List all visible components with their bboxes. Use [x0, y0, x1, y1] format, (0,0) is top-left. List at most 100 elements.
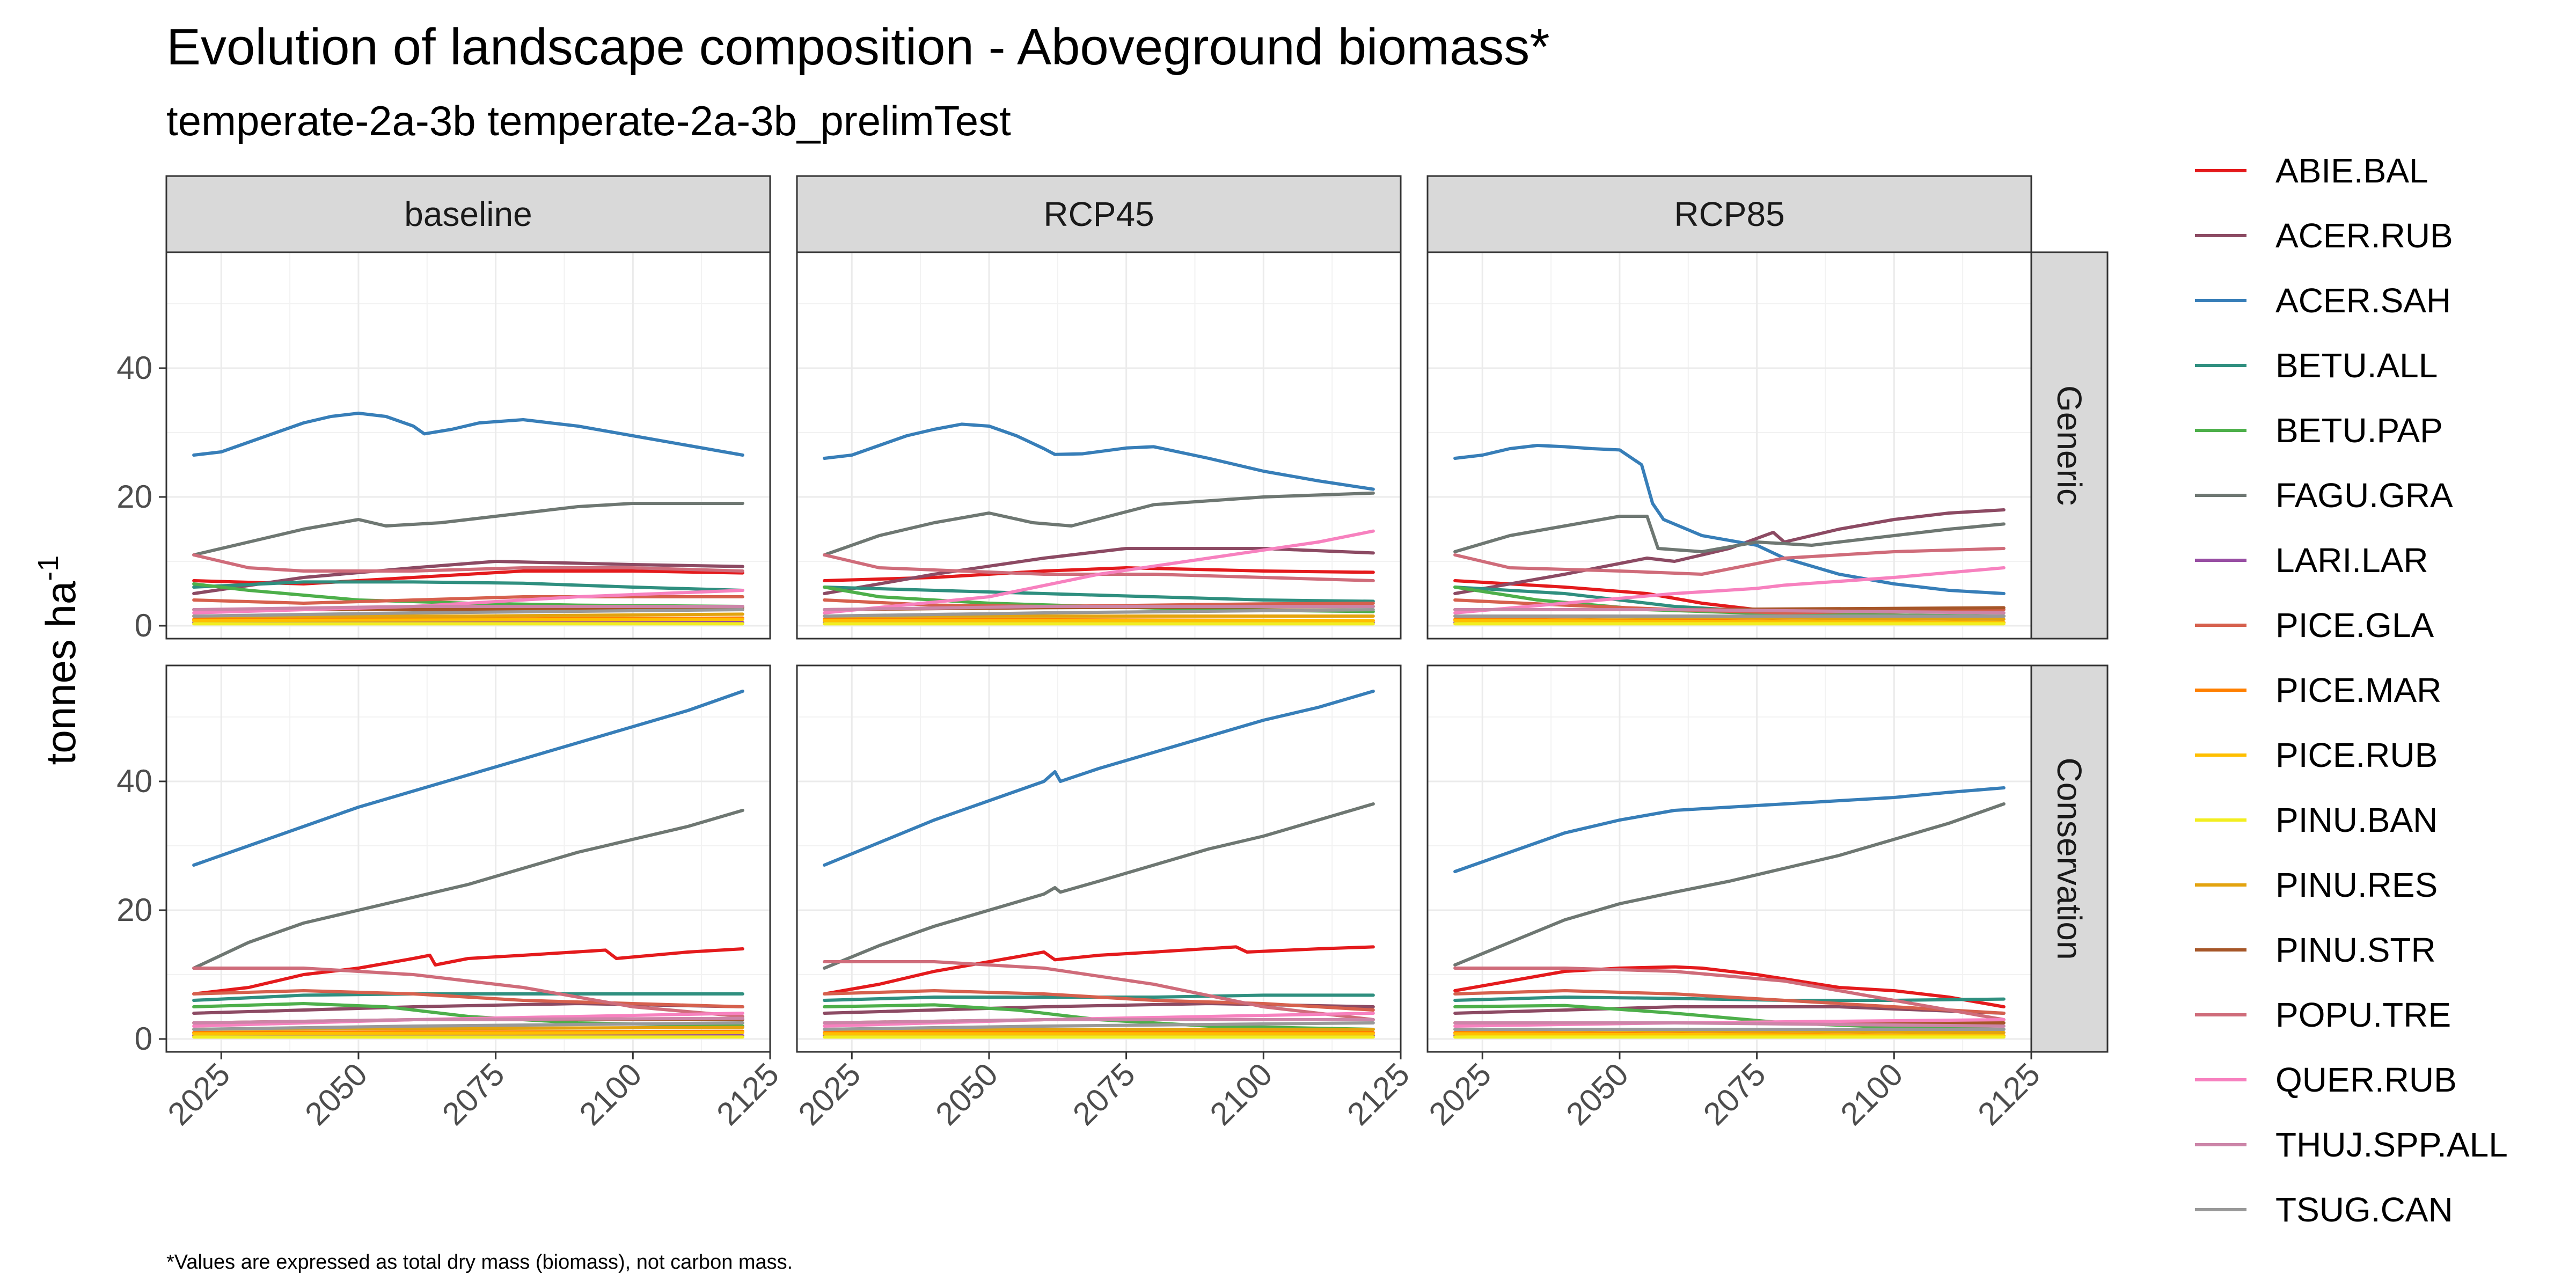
x-tick-label: 2050 — [1559, 1056, 1635, 1132]
series-line-betu.all — [823, 586, 1375, 603]
series-line-fagu.gra — [192, 809, 744, 970]
legend-item-abie.bal: ABIE.BAL — [2195, 151, 2428, 190]
series-lines — [192, 690, 744, 1039]
x-tick-label: 2050 — [928, 1056, 1005, 1132]
series-line-tsug.can — [823, 1021, 1375, 1031]
facet-strip-baseline: baseline — [165, 175, 771, 253]
series-line-acer.sah — [823, 690, 1375, 867]
series-line-thuj.spp.all — [1453, 608, 2006, 614]
strip-background — [2030, 664, 2109, 1053]
panel-border — [796, 664, 1402, 1053]
series-line-fagu.gra — [1453, 515, 2006, 553]
panel-border — [1426, 664, 2032, 1053]
y-tick-label: 40 — [116, 350, 152, 386]
series-line-quer.rub — [823, 529, 1375, 614]
legend-item-thuj.spp.all: THUJ.SPP.ALL — [2195, 1125, 2508, 1164]
panel-rcp85-conservation — [1426, 664, 2032, 1053]
legend-label: BETU.ALL — [2275, 346, 2438, 385]
series-line-acer.rub — [823, 547, 1375, 595]
legend-label: LARI.LAR — [2275, 541, 2428, 580]
panel-border — [165, 664, 771, 1053]
series-line-fagu.gra — [1453, 802, 2006, 967]
series-line-tsug.can — [823, 608, 1375, 618]
legend-label: ABIE.BAL — [2275, 151, 2428, 190]
series-line-acer.sah — [192, 690, 744, 867]
legend-label: PICE.MAR — [2275, 671, 2441, 709]
legend-item-betu.pap: BETU.PAP — [2195, 411, 2443, 450]
series-line-popu.tre — [192, 967, 744, 1018]
panel-border — [796, 251, 1402, 640]
legend-label: PINU.BAN — [2275, 801, 2438, 839]
strip-label: RCP85 — [1674, 195, 1784, 233]
legend-item-acer.rub: ACER.RUB — [2195, 216, 2453, 255]
series-line-thuj.spp.all — [192, 1016, 744, 1024]
series-line-pice.gla — [192, 989, 744, 1008]
legend: ABIE.BAL ACER.RUB ACER.SAH BETU.ALL BETU.PAP… — [2195, 151, 2508, 1229]
panels: baseline RCP45 RCP85 Generic Conservation 0 20… — [116, 175, 2109, 1132]
facet-strip-rcp85: RCP85 — [1426, 175, 2032, 253]
x-tick-label: 2050 — [298, 1056, 374, 1132]
legend-label: PINU.STR — [2275, 931, 2436, 969]
y-tick-label: 0 — [135, 1021, 152, 1057]
series-line-acer.sah — [823, 422, 1375, 491]
legend-label: ACER.RUB — [2275, 216, 2453, 255]
strip-label: Conservation — [2050, 757, 2089, 960]
panel-background — [797, 665, 1401, 1052]
y-axis-title-main: tonnes ha — [37, 581, 84, 765]
x-tick-label: 2125 — [709, 1056, 786, 1132]
y-axis-title-superscript: -1 — [32, 555, 64, 581]
panel-border — [165, 251, 771, 640]
strip-background — [165, 175, 771, 253]
series-line-fagu.gra — [823, 491, 1375, 557]
chart-subtitle: temperate-2a-3b temperate-2a-3b_prelimTe… — [166, 97, 1011, 144]
facet-strip-generic: Generic — [2030, 251, 2109, 640]
series-line-quer.rub — [1453, 566, 2006, 614]
panel-background — [797, 252, 1401, 639]
legend-label: TSUG.CAN — [2275, 1190, 2453, 1229]
series-line-betu.all — [1453, 996, 2006, 1002]
series-lines — [823, 422, 1375, 626]
legend-item-pice.gla: PICE.GLA — [2195, 606, 2434, 645]
legend-item-quer.rub: QUER.RUB — [2195, 1060, 2457, 1099]
caption: *Values are expressed as total dry mass … — [166, 1251, 793, 1274]
series-line-fagu.gra — [823, 802, 1375, 970]
series-line-popu.tre — [1453, 547, 2006, 576]
x-tick-label: 2100 — [573, 1056, 649, 1132]
series-line-betu.all — [192, 580, 744, 592]
legend-item-pinu.str: PINU.STR — [2195, 931, 2436, 969]
x-tick-label: 2100 — [1834, 1056, 1910, 1132]
x-tick-label: 2025 — [792, 1056, 868, 1132]
legend-item-pinu.ban: PINU.BAN — [2195, 801, 2438, 839]
series-line-acer.sah — [1453, 444, 2006, 595]
x-tick-label: 2125 — [1971, 1056, 2047, 1132]
series-line-pice.rub — [192, 1031, 744, 1036]
series-line-thuj.spp.all — [823, 605, 1375, 611]
series-line-thuj.spp.all — [823, 1018, 1375, 1024]
strip-background — [2030, 251, 2109, 640]
legend-item-popu.tre: POPU.TRE — [2195, 996, 2451, 1034]
series-line-betu.all — [192, 992, 744, 1002]
series-lines — [1453, 444, 2006, 626]
series-line-popu.tre — [192, 553, 744, 573]
x-tick-label: 2125 — [1340, 1056, 1416, 1132]
strip-label: baseline — [404, 195, 532, 233]
legend-label: PICE.GLA — [2275, 606, 2434, 645]
series-line-abie.bal — [192, 947, 744, 996]
panel-rcp45-generic — [796, 251, 1402, 640]
strip-label: RCP45 — [1043, 195, 1154, 233]
legend-item-acer.sah: ACER.SAH — [2195, 281, 2451, 320]
strip-background — [796, 175, 1402, 253]
legend-label: FAGU.GRA — [2275, 476, 2453, 515]
series-line-thuj.spp.all — [1453, 1021, 2006, 1028]
series-line-acer.rub — [1453, 508, 2006, 595]
series-line-pice.gla — [823, 989, 1375, 1012]
legend-item-pice.rub: PICE.RUB — [2195, 736, 2438, 774]
series-line-abie.bal — [823, 945, 1375, 996]
facet-strip-rcp45: RCP45 — [796, 175, 1402, 253]
legend-label: THUJ.SPP.ALL — [2275, 1125, 2508, 1164]
y-axis-title: tonnes ha-1 — [32, 555, 84, 765]
legend-item-lari.lar: LARI.LAR — [2195, 541, 2428, 580]
series-line-pice.rub — [192, 618, 744, 623]
y-tick-label: 20 — [116, 892, 152, 928]
